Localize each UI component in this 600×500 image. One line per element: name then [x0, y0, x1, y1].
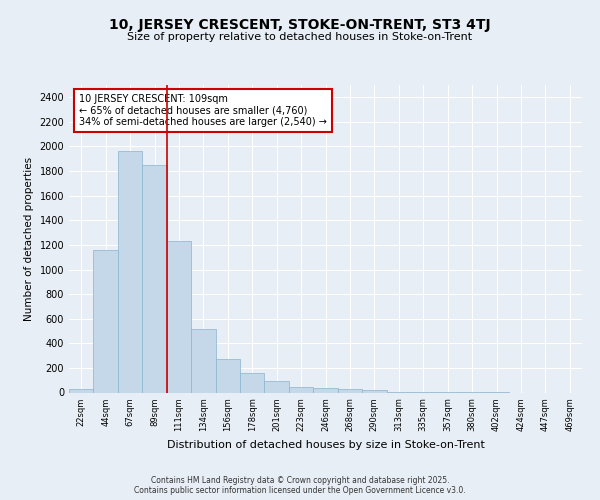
Bar — [240, 373, 265, 392]
Text: 10 JERSEY CRESCENT: 109sqm
← 65% of detached houses are smaller (4,760)
34% of s: 10 JERSEY CRESCENT: 109sqm ← 65% of deta… — [79, 94, 327, 128]
Bar — [215, 360, 240, 392]
Text: Contains public sector information licensed under the Open Government Licence v3: Contains public sector information licen… — [134, 486, 466, 495]
Bar — [313, 388, 338, 392]
Bar — [167, 241, 191, 392]
Bar — [142, 165, 167, 392]
Text: Size of property relative to detached houses in Stoke-on-Trent: Size of property relative to detached ho… — [127, 32, 473, 42]
Bar — [118, 152, 142, 392]
Bar — [265, 381, 289, 392]
Text: Contains HM Land Registry data © Crown copyright and database right 2025.: Contains HM Land Registry data © Crown c… — [151, 476, 449, 485]
Text: 10, JERSEY CRESCENT, STOKE-ON-TRENT, ST3 4TJ: 10, JERSEY CRESCENT, STOKE-ON-TRENT, ST3… — [109, 18, 491, 32]
X-axis label: Distribution of detached houses by size in Stoke-on-Trent: Distribution of detached houses by size … — [167, 440, 484, 450]
Bar — [191, 329, 215, 392]
Bar — [69, 390, 94, 392]
Bar — [94, 250, 118, 392]
Bar — [362, 390, 386, 392]
Bar — [338, 389, 362, 392]
Bar — [289, 387, 313, 392]
Y-axis label: Number of detached properties: Number of detached properties — [24, 156, 34, 321]
